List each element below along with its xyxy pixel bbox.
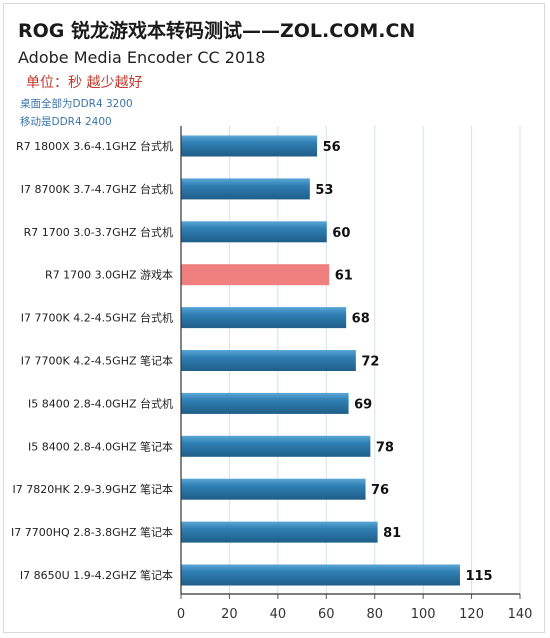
bar — [181, 307, 347, 329]
x-tick-label: 40 — [270, 607, 287, 622]
value-label: 115 — [465, 569, 492, 584]
category-label: I7 7700HQ 2.8-3.8GHZ 笔记本 — [11, 525, 173, 539]
category-label: I5 8400 2.8-4.0GHZ 台式机 — [28, 396, 173, 410]
x-tick-label: 60 — [318, 607, 335, 622]
bar — [181, 135, 318, 157]
value-label: 69 — [354, 397, 372, 412]
x-tick-label: 80 — [366, 607, 383, 622]
chart-title: ROG 锐龙游戏本转码测试——ZOL.COM.CN — [18, 20, 416, 42]
bar — [181, 392, 349, 414]
bar — [181, 178, 310, 200]
category-label: I7 8700K 3.7-4.7GHZ 台式机 — [21, 182, 173, 196]
x-tick-label: 20 — [221, 607, 238, 622]
x-tick-label: 120 — [459, 607, 484, 622]
value-label: 76 — [371, 483, 389, 498]
bar — [181, 221, 327, 243]
category-label: I7 7820HK 2.9-3.9GHZ 笔记本 — [13, 482, 174, 496]
bar — [181, 350, 356, 371]
value-label: 78 — [376, 440, 394, 455]
value-label: 61 — [335, 269, 353, 284]
bar — [181, 435, 371, 457]
category-label: I7 7700K 4.2-4.5GHZ 台式机 — [21, 311, 173, 325]
chart-subtitle: Adobe Media Encoder CC 2018 — [18, 48, 266, 67]
axes — [180, 126, 521, 599]
bars — [181, 135, 460, 586]
x-tick-label: 100 — [411, 607, 436, 622]
bar — [181, 478, 366, 500]
value-label: 68 — [352, 312, 370, 327]
value-label: 81 — [383, 526, 401, 541]
category-label: R7 1800X 3.6-4.1GHZ 台式机 — [16, 139, 173, 153]
value-label: 53 — [315, 183, 333, 198]
value-label: 72 — [361, 355, 379, 370]
category-label: I7 7700K 4.2-4.5GHZ 笔记本 — [21, 354, 173, 368]
category-label: I5 8400 2.8-4.0GHZ 笔记本 — [28, 439, 173, 453]
value-label: 60 — [332, 226, 350, 241]
category-label: R7 1700 3.0-3.7GHZ 台式机 — [24, 225, 173, 239]
category-label: I7 8650U 1.9-4.2GHZ 笔记本 — [20, 568, 173, 582]
x-tick-label: 0 — [177, 607, 185, 622]
value-label: 56 — [323, 140, 341, 155]
unit-note: 单位：秒 越少越好 — [26, 75, 143, 91]
note-desktop-memory: 桌面全部为DDR4 3200 — [20, 98, 133, 110]
category-label: R7 1700 3.0GHZ 游戏本 — [45, 268, 173, 282]
note-mobile-memory: 移动是DDR4 2400 — [20, 116, 112, 128]
labels: 0 20 40 60 80 100 120 140 R7 1800X 3.6-4.1GHZ 台式… — [11, 139, 532, 622]
bar — [181, 564, 460, 586]
bar — [181, 521, 378, 543]
bar-highlight — [181, 264, 330, 286]
chart-frame — [3, 3, 545, 633]
x-tick-label: 140 — [508, 607, 533, 622]
